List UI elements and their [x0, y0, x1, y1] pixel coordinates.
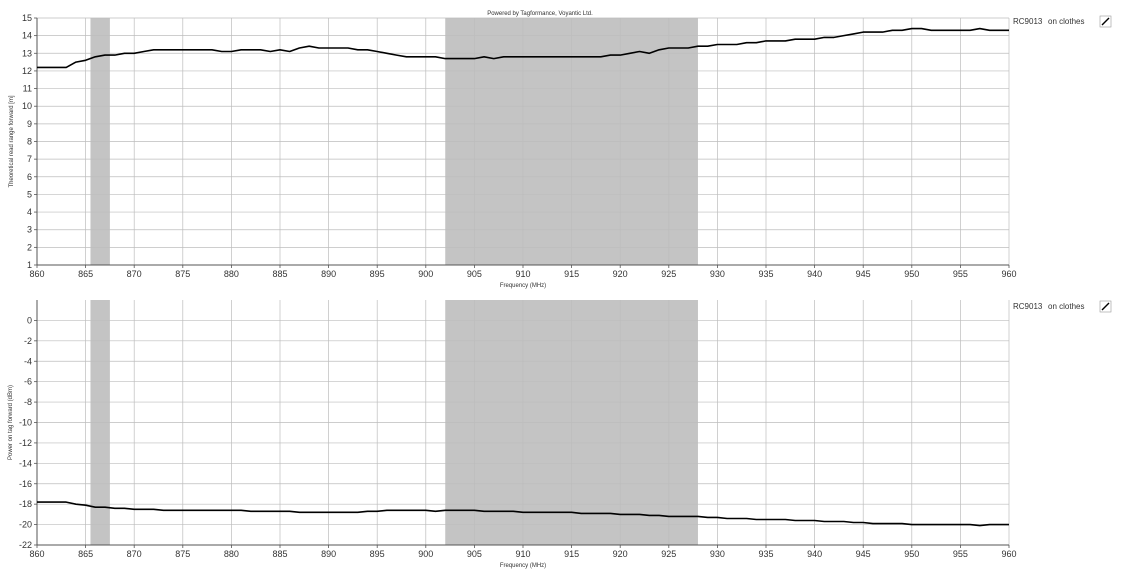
y-tick-label: -8: [24, 397, 32, 407]
x-tick-label: 905: [467, 549, 482, 559]
x-tick-label: 955: [953, 549, 968, 559]
x-tick-label: 865: [78, 549, 93, 559]
y-tick-label: -2: [24, 336, 32, 346]
y-tick-label: -22: [19, 540, 32, 550]
y-tick-label: 13: [22, 48, 32, 58]
x-tick-label: 950: [904, 549, 919, 559]
y-tick-label: 14: [22, 31, 32, 41]
x-axis-title: Frequency (MHz): [500, 563, 546, 569]
y-tick-label: 0: [27, 315, 32, 325]
x-tick-label: 900: [418, 549, 433, 559]
x-tick-label: 960: [1001, 269, 1016, 279]
x-tick-label: 935: [758, 549, 773, 559]
x-tick-label: 915: [564, 549, 579, 559]
x-tick-label: 955: [953, 269, 968, 279]
y-tick-label: 4: [27, 207, 32, 217]
x-tick-label: 865: [78, 269, 93, 279]
x-tick-label: 930: [710, 269, 725, 279]
x-tick-label: 870: [127, 269, 142, 279]
x-tick-label: 925: [661, 549, 676, 559]
x-tick-label: 940: [807, 549, 822, 559]
x-tick-label: 935: [758, 269, 773, 279]
series-line-RC9013: [37, 27, 1009, 69]
x-tick-label: 895: [370, 549, 385, 559]
y-tick-label: -10: [19, 418, 32, 428]
x-tick-label: 925: [661, 269, 676, 279]
series-line-RC9013: [37, 501, 1009, 527]
y-tick-label: 8: [27, 137, 32, 147]
y-tick-label: 1: [27, 260, 32, 270]
y-tick-label: 12: [22, 66, 32, 76]
x-tick-label: 905: [467, 269, 482, 279]
y-tick-label: 5: [27, 189, 32, 199]
y-tick-label: 3: [27, 225, 32, 235]
y-tick-label: -18: [19, 499, 32, 509]
legend-series-label: on clothes: [1048, 302, 1084, 311]
x-tick-label: 900: [418, 269, 433, 279]
x-tick-label: 910: [515, 269, 530, 279]
x-tick-label: 945: [856, 549, 871, 559]
x-tick-label: 870: [127, 549, 142, 559]
x-tick-label: 960: [1001, 549, 1016, 559]
legend-series-name: RC9013: [1013, 302, 1043, 311]
x-tick-label: 940: [807, 269, 822, 279]
x-tick-label: 880: [224, 549, 239, 559]
x-tick-label: 860: [29, 269, 44, 279]
x-tick-label: 875: [175, 549, 190, 559]
legend-series-name: RC9013: [1013, 17, 1043, 26]
x-tick-label: 915: [564, 269, 579, 279]
x-tick-label: 890: [321, 549, 336, 559]
legend-series-label: on clothes: [1048, 17, 1084, 26]
y-tick-label: -16: [19, 479, 32, 489]
x-tick-label: 860: [29, 549, 44, 559]
y-tick-label: -4: [24, 356, 32, 366]
y-axis-title: Theoretical read range forward [m]: [9, 95, 15, 187]
y-tick-label: -6: [24, 377, 32, 387]
y-tick-label: 9: [27, 119, 32, 129]
banner-text: Powered by Tagformance, Voyantic Ltd.: [487, 11, 593, 17]
y-tick-label: 7: [27, 154, 32, 164]
x-tick-label: 950: [904, 269, 919, 279]
y-tick-label: -20: [19, 520, 32, 530]
x-tick-label: 890: [321, 269, 336, 279]
y-tick-label: -14: [19, 458, 32, 468]
x-tick-label: 920: [613, 269, 628, 279]
x-tick-label: 930: [710, 549, 725, 559]
x-axis-title: Frequency (MHz): [500, 283, 546, 289]
legend-line-icon: [1101, 17, 1110, 26]
x-tick-label: 910: [515, 549, 530, 559]
y-tick-label: 10: [22, 101, 32, 111]
x-tick-label: 945: [856, 269, 871, 279]
x-tick-label: 885: [272, 269, 287, 279]
x-tick-label: 920: [613, 549, 628, 559]
y-tick-label: 2: [27, 242, 32, 252]
y-tick-label: 15: [22, 13, 32, 23]
x-tick-label: 895: [370, 269, 385, 279]
x-tick-label: 885: [272, 549, 287, 559]
legend-line-icon: [1101, 302, 1110, 311]
y-tick-label: 6: [27, 172, 32, 182]
x-tick-label: 875: [175, 269, 190, 279]
x-tick-label: 880: [224, 269, 239, 279]
y-axis-title: Power on tag forward (dBm): [8, 385, 14, 460]
y-tick-label: 11: [23, 84, 32, 94]
y-tick-label: -12: [19, 438, 32, 448]
